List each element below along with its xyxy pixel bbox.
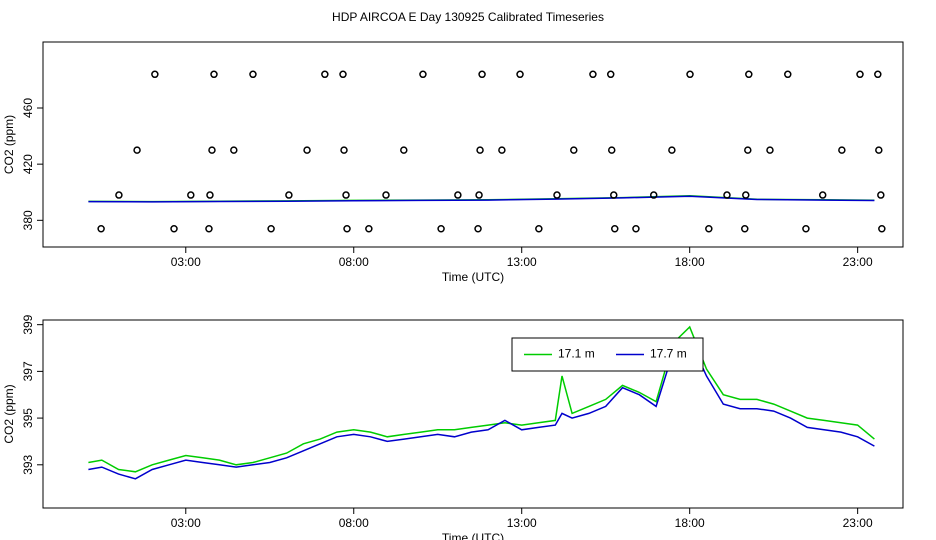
x-axis-label: Time (UTC) [442, 531, 504, 540]
calibration-point [741, 224, 749, 233]
x-tick-label: 08:00 [339, 516, 369, 530]
x-axis-label: Time (UTC) [442, 270, 504, 284]
calibration-point [766, 146, 774, 154]
calibration-point [570, 146, 578, 154]
x-tick-label: 08:00 [339, 255, 369, 269]
calibration-point [589, 70, 597, 79]
calibration-point [723, 191, 731, 199]
x-tick-label: 18:00 [675, 516, 705, 530]
calibration-point [321, 70, 329, 79]
x-tick-label: 18:00 [675, 255, 705, 269]
y-tick-label: 399 [21, 314, 35, 334]
calibration-point [838, 146, 846, 154]
plot-box [42, 319, 904, 509]
x-tick-label: 13:00 [507, 255, 537, 269]
calibration-point [115, 191, 123, 199]
y-tick-label: 380 [21, 210, 35, 230]
x-tick-label: 23:00 [843, 255, 873, 269]
calibration-point [205, 224, 213, 233]
y-tick-label: 460 [21, 98, 35, 118]
calibration-point [210, 70, 218, 79]
calibration-point [474, 224, 482, 233]
calibration-point [742, 191, 750, 199]
calibration-point [632, 224, 640, 233]
calibration-point [878, 224, 886, 233]
calibration-point [340, 146, 348, 154]
calibration-point [649, 191, 658, 199]
y-tick-label: 420 [21, 154, 35, 174]
calibration-point [187, 191, 195, 199]
data-line [88, 337, 875, 480]
calibration-point [784, 70, 792, 79]
calibration-point [875, 146, 883, 154]
x-tick-label: 03:00 [171, 255, 201, 269]
calibration-point [400, 146, 408, 154]
x-tick-label: 03:00 [171, 516, 201, 530]
calibration-point [208, 146, 216, 154]
calibration-point [133, 146, 141, 154]
calibration-point [498, 146, 506, 154]
calibration-point [686, 70, 694, 79]
calibration-point [475, 191, 483, 199]
calibration-point [874, 70, 882, 79]
calibration-point [745, 70, 753, 79]
calibration-point [170, 224, 178, 233]
calibration-point [818, 191, 827, 199]
calibration-point [454, 191, 462, 199]
calibration-point [365, 224, 373, 233]
y-axis-label: CO2 (ppm) [2, 384, 16, 443]
calibration-point [516, 70, 524, 79]
calibration-point [607, 146, 616, 154]
y-axis-label: CO2 (ppm) [2, 115, 16, 174]
calibration-point [437, 224, 445, 233]
calibration-point [553, 191, 561, 199]
calibration-point [535, 224, 543, 233]
calibration-point [610, 191, 618, 199]
calibration-point [97, 224, 105, 233]
calibration-point [802, 224, 810, 233]
y-tick-label: 395 [21, 408, 35, 428]
x-tick-label: 13:00 [507, 516, 537, 530]
plot-box [42, 41, 904, 248]
x-tick-label: 23:00 [843, 516, 873, 530]
calibration-point [611, 224, 619, 233]
calibration-point [382, 191, 390, 199]
calibration-point [267, 224, 275, 233]
legend-label: 17.7 m [650, 347, 687, 361]
calibration-point [705, 224, 713, 233]
data-line [88, 325, 875, 473]
calibration-point [419, 70, 427, 79]
legend-label: 17.1 m [558, 347, 595, 361]
calibration-point [339, 70, 347, 79]
calibration-point [744, 146, 752, 154]
calibration-point [230, 146, 238, 154]
calibration-point [343, 224, 351, 233]
calibration-point [342, 191, 350, 199]
calibration-point [478, 70, 486, 79]
calibration-point [249, 70, 257, 79]
calibration-point [476, 146, 484, 154]
data-line [88, 195, 875, 203]
calibration-point [285, 191, 293, 199]
y-tick-label: 393 [21, 454, 35, 474]
calibration-point [877, 191, 885, 199]
calibration-point [151, 70, 159, 79]
calibration-point [668, 146, 676, 154]
calibration-point [206, 191, 214, 199]
calibration-point [606, 70, 615, 79]
y-tick-label: 397 [21, 361, 35, 381]
chart-title: HDP AIRCOA E Day 130925 Calibrated Times… [332, 10, 604, 24]
calibration-point [303, 146, 311, 154]
calibration-point [856, 70, 864, 79]
